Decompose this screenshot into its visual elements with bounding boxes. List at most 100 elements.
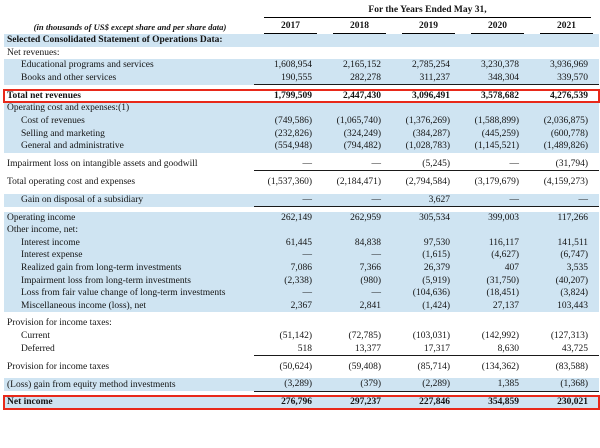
value-cell	[254, 34, 323, 47]
years-ended-header: For the Years Ended May 31,	[254, 5, 599, 18]
row-label: Realized gain from long-term investments	[4, 262, 254, 275]
table-row: Provision for income taxes (50,624) (59,40…	[4, 360, 600, 374]
unit-note: (in thousands of US$ except share and pe…	[33, 22, 227, 32]
row-label: Deferred	[4, 342, 254, 356]
value-cell	[323, 317, 392, 330]
row-label: (Loss) gain from equity method investmen…	[4, 378, 254, 392]
spacer-row	[4, 84, 600, 90]
value-cell: 8,630	[461, 342, 530, 357]
table-row: Total operating cost and expenses (1,537,…	[4, 175, 600, 189]
statement-rows: Selected Consolidated Statement of Opera…	[2, 34, 600, 410]
value-cell: (600,778)	[530, 127, 600, 141]
value-cell: (3,824)	[530, 287, 600, 300]
operations-data-table: For the Years Ended May 31, (in thousand…	[2, 5, 600, 410]
value-cell: 7,366	[323, 262, 392, 275]
value-cell: —	[323, 193, 392, 208]
value-cell: 339,570	[530, 71, 600, 86]
table-row: Net income 276,796 297,237 227,846 354,859 23…	[2, 395, 600, 410]
row-label: Loss from fair value change of long-term…	[4, 287, 254, 300]
value-cell: 262,149	[254, 211, 323, 225]
table-row: Gain on disposal of a subsidiary — —3,627—…	[4, 193, 600, 208]
spacer-cell	[4, 152, 600, 158]
value-cell: 407	[461, 262, 530, 275]
spacer-row	[4, 355, 600, 361]
value-cell	[461, 46, 530, 60]
value-cell: (6,747)	[530, 249, 600, 262]
value-cell: —	[254, 193, 323, 208]
value-cell: (2,289)	[392, 378, 461, 392]
value-cell: 1,799,509	[254, 89, 323, 103]
value-cell: 1,608,954	[254, 59, 323, 72]
value-cell: 2,785,254	[392, 59, 461, 72]
value-cell	[530, 46, 600, 60]
value-cell: —	[461, 193, 530, 208]
year-label: 2019	[402, 18, 455, 34]
value-cell	[530, 102, 600, 116]
value-cell	[392, 317, 461, 330]
value-cell: 276,796	[254, 396, 323, 409]
spacer-row	[4, 170, 600, 176]
row-label: Educational programs and services	[4, 59, 254, 72]
value-cell	[323, 224, 392, 237]
table-row: Books and other services 190,555 282,278 31…	[4, 71, 600, 86]
row-label: Impairment loss on intangible assets and…	[4, 157, 254, 171]
value-cell: —	[323, 157, 392, 172]
value-cell: (2,794,584)	[392, 175, 461, 189]
row-label: Operating cost and expenses:(1)	[4, 102, 254, 116]
table-row: Other income, net:	[4, 224, 600, 237]
value-cell: 230,021	[530, 396, 600, 409]
value-cell: 43,725	[530, 342, 600, 357]
value-cell: 354,859	[461, 396, 530, 409]
value-cell: 3,627	[392, 193, 461, 208]
value-cell: (384,287)	[392, 127, 461, 141]
row-label: General and administrative	[4, 140, 254, 153]
value-cell: (1,537,360)	[254, 175, 323, 189]
value-cell: (142,992)	[461, 329, 530, 343]
value-cell: (3,179,679)	[461, 175, 530, 189]
spacer-row	[4, 188, 600, 194]
table-row: Educational programs and services 1,608,9…	[4, 59, 600, 72]
spacer-row	[4, 391, 600, 397]
value-cell: 190,555	[254, 71, 323, 86]
header-span-row: For the Years Ended May 31,	[4, 5, 599, 18]
value-cell: (51,142)	[254, 329, 323, 343]
value-cell: (85,714)	[392, 360, 461, 374]
value-cell: —	[323, 287, 392, 300]
value-cell: (2,184,471)	[323, 175, 392, 189]
value-cell	[323, 102, 392, 116]
row-label: Interest expense	[4, 249, 254, 262]
table-row: (Loss) gain from equity method investmen…	[4, 378, 600, 392]
value-cell: (794,482)	[323, 140, 392, 153]
value-cell: 262,959	[323, 211, 392, 225]
value-cell: 3,096,491	[392, 89, 461, 103]
value-cell: (1,028,783)	[392, 140, 461, 153]
value-cell	[254, 102, 323, 116]
header-empty-cell	[4, 5, 254, 18]
value-cell: (980)	[323, 274, 392, 288]
value-cell: 116,117	[461, 236, 530, 250]
value-cell: 84,838	[323, 236, 392, 250]
row-label: Operating income	[4, 211, 254, 225]
value-cell: (83,588)	[530, 360, 600, 374]
value-cell: (445,259)	[461, 127, 530, 141]
value-cell: 26,379	[392, 262, 461, 275]
value-cell: (127,313)	[530, 329, 600, 343]
value-cell: (4,159,273)	[530, 175, 600, 189]
value-cell: 399,003	[461, 211, 530, 225]
value-cell: (1,065,740)	[323, 115, 392, 128]
value-cell	[461, 34, 530, 47]
value-cell	[323, 46, 392, 60]
value-cell: 1,385	[461, 378, 530, 392]
value-cell: (103,031)	[392, 329, 461, 343]
value-cell: 348,304	[461, 71, 530, 86]
value-cell: 297,237	[323, 396, 392, 409]
value-cell: 27,137	[461, 299, 530, 313]
row-label: Interest income	[4, 236, 254, 250]
value-cell: 117,266	[530, 211, 600, 225]
row-label: Gain on disposal of a subsidiary	[4, 193, 254, 207]
value-cell: (2,338)	[254, 274, 323, 288]
spacer-row	[4, 206, 600, 212]
value-cell	[254, 317, 323, 330]
spacer-row	[4, 312, 600, 318]
